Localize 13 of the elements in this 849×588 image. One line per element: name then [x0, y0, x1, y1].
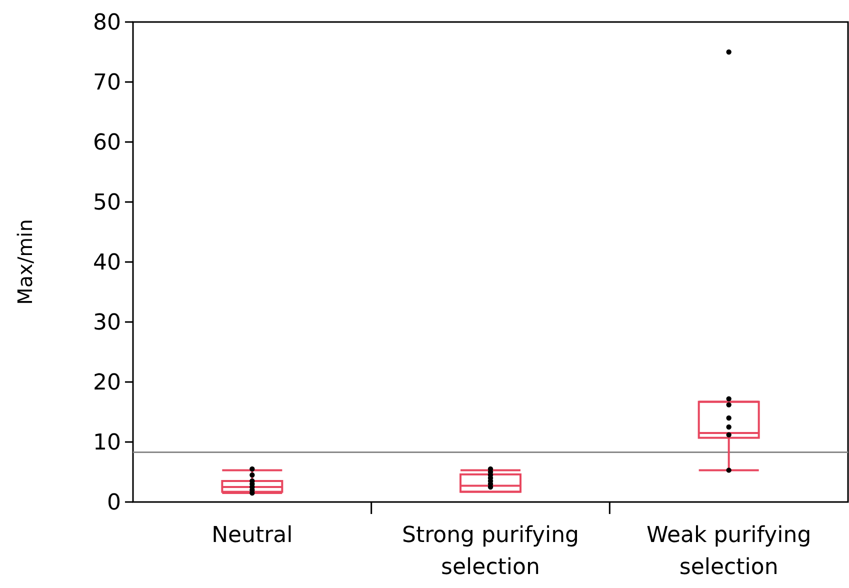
y-tick-label: 80 [93, 10, 121, 36]
y-tick-label: 20 [93, 370, 121, 396]
x-tick-label: Neutral [212, 523, 293, 548]
y-axis-title: Max/min [13, 219, 37, 305]
y-tick-label: 40 [93, 250, 121, 276]
x-tick-label: Strong purifying selection [402, 523, 579, 580]
y-tick-label: 10 [93, 430, 121, 456]
y-tick-label: 30 [93, 310, 121, 336]
x-tick-label: Weak purifying selection [646, 523, 812, 580]
y-tick-label: 50 [93, 190, 121, 216]
y-tick-label: 0 [107, 490, 121, 516]
y-tick-label: 60 [93, 130, 121, 156]
y-tick-label: 70 [93, 70, 121, 96]
